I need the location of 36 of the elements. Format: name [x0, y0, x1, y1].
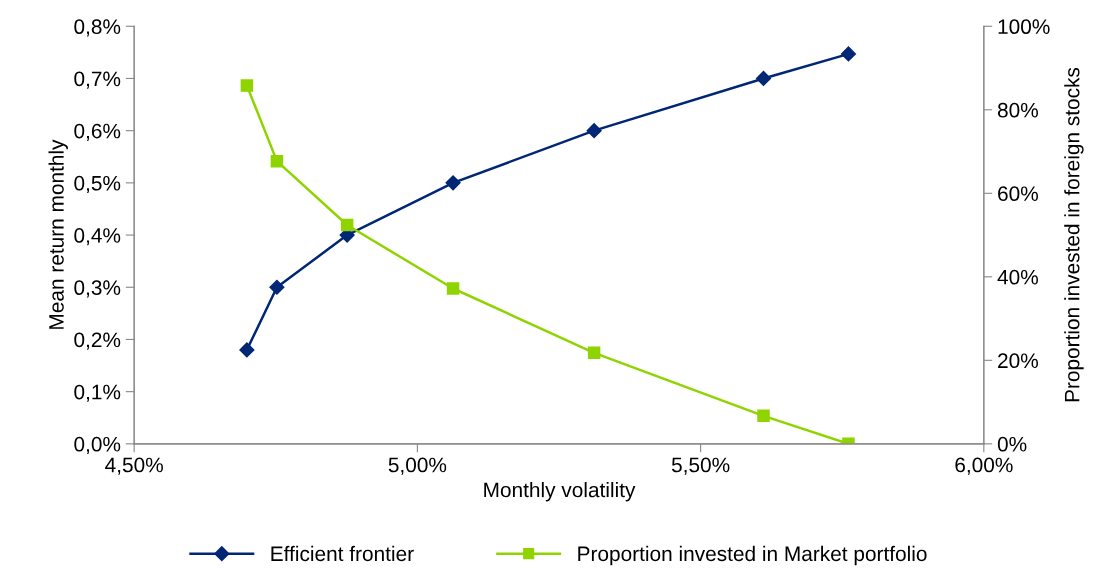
- y-tick-label: 0,6%: [74, 123, 121, 141]
- point: [446, 282, 460, 295]
- y-tick-label: 0,1%: [74, 384, 121, 402]
- y-tick-label: 0,8%: [74, 19, 121, 37]
- x-tick-label: 4,50%: [105, 457, 163, 475]
- point: [755, 70, 772, 87]
- x-tick-label: 5,50%: [671, 457, 730, 475]
- point: [239, 342, 255, 358]
- y-tick-label: 0,5%: [74, 175, 121, 194]
- x-tick-label: 5,00%: [388, 457, 447, 475]
- y2-tick-label: 0%: [997, 436, 1027, 452]
- point: [445, 175, 461, 191]
- point: [270, 154, 284, 168]
- y-tick-label: 0,0%: [74, 436, 121, 455]
- point: [340, 218, 354, 232]
- x-axis-title: Monthly volatility: [484, 482, 636, 502]
- point: [840, 46, 857, 62]
- y-axis-title: Mean return monthly: [48, 139, 68, 329]
- point: [587, 346, 601, 360]
- legend-label: Proportion invested in Market portfolio: [578, 545, 927, 566]
- y2-tick-label: 40%: [997, 269, 1038, 285]
- y2-tick-label: 20%: [998, 353, 1038, 369]
- point: [269, 279, 285, 295]
- y2-axis-title: Proportion invested in foreign stocks: [1064, 67, 1084, 402]
- y-tick-label: 0,2%: [74, 332, 121, 350]
- point: [240, 79, 254, 92]
- point: [586, 123, 602, 139]
- legend-label: Efficient frontier: [271, 545, 414, 562]
- y2-tick-label: 60%: [998, 186, 1038, 202]
- y-tick-label: 0,7%: [74, 71, 121, 89]
- point: [757, 409, 770, 423]
- y2-tick-label: 100%: [998, 19, 1050, 35]
- y-tick-label: 0,3%: [74, 280, 121, 298]
- y-tick-label: 0,4%: [74, 228, 121, 246]
- y2-tick-label: 80%: [997, 102, 1038, 118]
- x-tick-label: 6,00%: [955, 457, 1013, 475]
